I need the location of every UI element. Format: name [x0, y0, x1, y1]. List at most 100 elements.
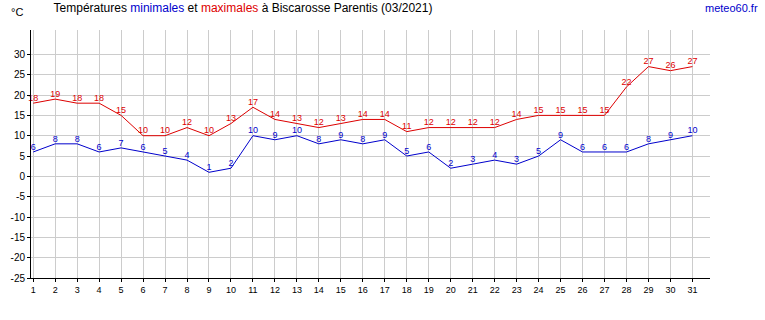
svg-text:19: 19 [424, 285, 434, 295]
svg-text:9: 9 [668, 130, 673, 140]
svg-text:17: 17 [248, 97, 258, 107]
svg-text:15: 15 [14, 110, 26, 121]
svg-text:14: 14 [270, 109, 280, 119]
svg-text:6: 6 [141, 142, 146, 152]
svg-text:-25: -25 [11, 273, 26, 284]
svg-text:8: 8 [53, 134, 58, 144]
svg-text:15: 15 [116, 105, 126, 115]
svg-text:25: 25 [556, 285, 566, 295]
svg-text:14: 14 [314, 285, 324, 295]
svg-text:15: 15 [534, 105, 544, 115]
svg-text:10: 10 [226, 285, 236, 295]
svg-text:14: 14 [380, 109, 390, 119]
svg-text:meteo60.fr: meteo60.fr [705, 2, 758, 14]
svg-text:13: 13 [226, 113, 236, 123]
svg-text:1: 1 [206, 162, 211, 172]
svg-text:30: 30 [665, 285, 675, 295]
svg-text:31: 31 [687, 285, 697, 295]
svg-text:3: 3 [514, 154, 519, 164]
svg-text:-20: -20 [11, 252, 26, 263]
svg-text:27: 27 [687, 56, 697, 66]
svg-text:18: 18 [72, 93, 82, 103]
svg-text:12: 12 [182, 117, 192, 127]
svg-text:15: 15 [556, 105, 566, 115]
svg-text:-5: -5 [16, 191, 25, 202]
svg-text:15: 15 [578, 105, 588, 115]
svg-text:5: 5 [163, 146, 168, 156]
svg-text:Températures minimales et maxi: Températures minimales et maximales à Bi… [54, 1, 433, 15]
svg-text:12: 12 [314, 117, 324, 127]
svg-text:14: 14 [512, 109, 522, 119]
svg-text:8: 8 [360, 134, 365, 144]
svg-text:4: 4 [97, 285, 102, 295]
svg-text:11: 11 [248, 285, 257, 295]
svg-text:29: 29 [643, 285, 653, 295]
svg-text:10: 10 [14, 130, 26, 141]
svg-text:6: 6 [141, 285, 146, 295]
svg-text:4: 4 [185, 150, 190, 160]
svg-text:25: 25 [14, 69, 26, 80]
svg-text:6: 6 [580, 142, 585, 152]
svg-text:30: 30 [14, 49, 26, 60]
svg-text:5: 5 [404, 146, 409, 156]
svg-text:12: 12 [424, 117, 434, 127]
svg-text:28: 28 [621, 285, 631, 295]
svg-text:18: 18 [28, 93, 38, 103]
svg-text:-15: -15 [11, 232, 26, 243]
svg-text:3: 3 [75, 285, 80, 295]
svg-text:24: 24 [534, 285, 544, 295]
svg-text:26: 26 [665, 60, 675, 70]
svg-text:1: 1 [31, 285, 36, 295]
svg-text:10: 10 [687, 125, 697, 135]
svg-text:10: 10 [292, 125, 302, 135]
svg-text:22: 22 [621, 77, 631, 87]
svg-text:13: 13 [336, 113, 346, 123]
svg-text:0: 0 [19, 171, 25, 182]
svg-text:5: 5 [19, 151, 25, 162]
svg-text:8: 8 [75, 134, 80, 144]
svg-text:10: 10 [160, 125, 170, 135]
svg-text:5: 5 [119, 285, 124, 295]
svg-text:13: 13 [292, 285, 302, 295]
svg-text:15: 15 [600, 105, 610, 115]
svg-text:9: 9 [272, 130, 277, 140]
svg-text:21: 21 [468, 285, 478, 295]
svg-text:7: 7 [119, 138, 124, 148]
svg-text:20: 20 [14, 90, 26, 101]
svg-text:8: 8 [646, 134, 651, 144]
svg-text:8: 8 [185, 285, 190, 295]
svg-text:27: 27 [600, 285, 610, 295]
svg-text:9: 9 [338, 130, 343, 140]
svg-text:13: 13 [292, 113, 302, 123]
svg-text:18: 18 [94, 93, 104, 103]
svg-text:8: 8 [316, 134, 321, 144]
svg-text:6: 6 [624, 142, 629, 152]
svg-text:5: 5 [536, 146, 541, 156]
svg-text:9: 9 [558, 130, 563, 140]
svg-text:17: 17 [380, 285, 390, 295]
svg-text:16: 16 [358, 285, 368, 295]
svg-text:2: 2 [448, 158, 453, 168]
svg-text:6: 6 [426, 142, 431, 152]
svg-text:6: 6 [602, 142, 607, 152]
svg-text:10: 10 [248, 125, 258, 135]
svg-text:4: 4 [492, 150, 497, 160]
svg-text:20: 20 [446, 285, 456, 295]
svg-text:9: 9 [206, 285, 211, 295]
svg-text:12: 12 [446, 117, 456, 127]
svg-text:6: 6 [97, 142, 102, 152]
svg-text:15: 15 [336, 285, 346, 295]
svg-text:7: 7 [163, 285, 168, 295]
svg-text:°C: °C [11, 6, 23, 18]
svg-text:18: 18 [402, 285, 412, 295]
svg-text:19: 19 [50, 89, 60, 99]
svg-text:26: 26 [578, 285, 588, 295]
svg-text:12: 12 [490, 117, 500, 127]
svg-text:12: 12 [468, 117, 478, 127]
svg-text:2: 2 [228, 158, 233, 168]
svg-text:12: 12 [270, 285, 280, 295]
svg-text:10: 10 [204, 125, 214, 135]
svg-text:3: 3 [470, 154, 475, 164]
svg-text:10: 10 [138, 125, 148, 135]
svg-text:23: 23 [512, 285, 522, 295]
